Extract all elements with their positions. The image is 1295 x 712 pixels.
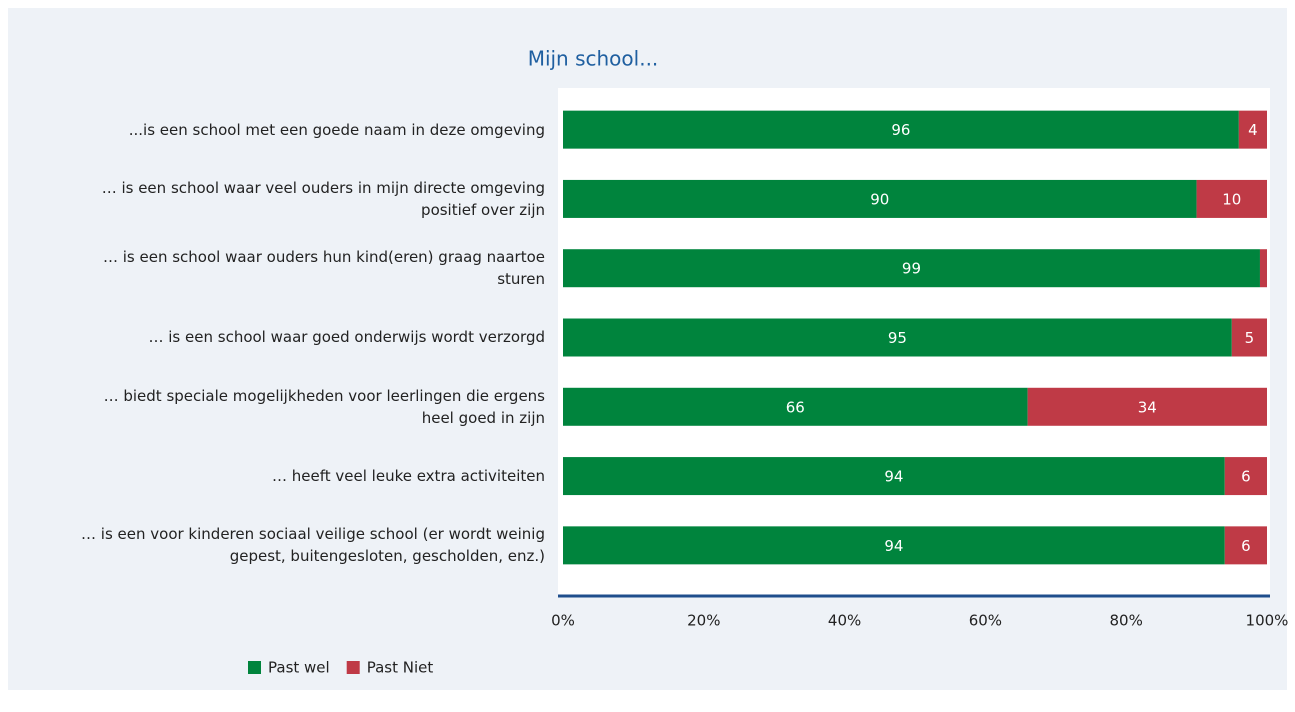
bar-segment (563, 457, 1225, 496)
x-tick-label: 100% (1246, 612, 1289, 630)
data-label: 34 (1138, 398, 1157, 416)
bar-segment (1259, 249, 1267, 288)
data-label: 99 (902, 260, 921, 278)
bar-segment (563, 318, 1232, 357)
chart-title: Mijn school... (528, 47, 659, 71)
x-tick-label: 40% (828, 612, 861, 630)
bar-segment (1238, 110, 1267, 149)
data-label: 10 (1222, 190, 1241, 208)
bar-segment (1224, 457, 1267, 496)
category-label: … is een school waar goed onderwijs word… (148, 328, 546, 347)
bar-segment (1224, 526, 1267, 565)
data-label: 4 (1248, 121, 1258, 139)
x-tick-label: 20% (687, 612, 720, 630)
category-label: … is een school waar ouders hun kind(ere… (102, 248, 545, 289)
bar-segment (1231, 318, 1267, 357)
data-label: 6 (1241, 537, 1251, 555)
data-label: 96 (891, 121, 910, 139)
category-label: … is een school waar veel ouders in mijn… (101, 178, 545, 219)
data-label: 95 (888, 329, 907, 347)
category-label: … biedt speciale mogelijkheden voor leer… (103, 386, 545, 427)
category-label: … heeft veel leuke extra activiteiten (272, 467, 545, 486)
bar-segment (1196, 179, 1267, 218)
category-label: ...is een school met een goede naam in d… (128, 120, 545, 139)
bar-segment (563, 526, 1225, 565)
bar-segment (563, 249, 1260, 288)
legend-swatch (248, 661, 261, 674)
data-label: 66 (786, 398, 805, 416)
legend-label: Past wel (268, 659, 330, 677)
data-label: 5 (1245, 329, 1255, 347)
legend-swatch (346, 661, 360, 674)
category-label: … is een voor kinderen sociaal veilige s… (81, 525, 545, 566)
data-label: 94 (884, 468, 903, 486)
bar-segment (563, 179, 1197, 218)
data-label: 94 (884, 537, 903, 555)
data-label: 90 (870, 190, 889, 208)
bar-segment (563, 387, 1028, 426)
x-tick-label: 80% (1110, 612, 1143, 630)
data-label: 6 (1241, 468, 1251, 486)
bar-segment (563, 110, 1239, 149)
x-tick-label: 60% (969, 612, 1002, 630)
x-tick-label: 0% (551, 612, 575, 630)
legend-label: Past Niet (367, 659, 434, 677)
bar-segment (1027, 387, 1267, 426)
